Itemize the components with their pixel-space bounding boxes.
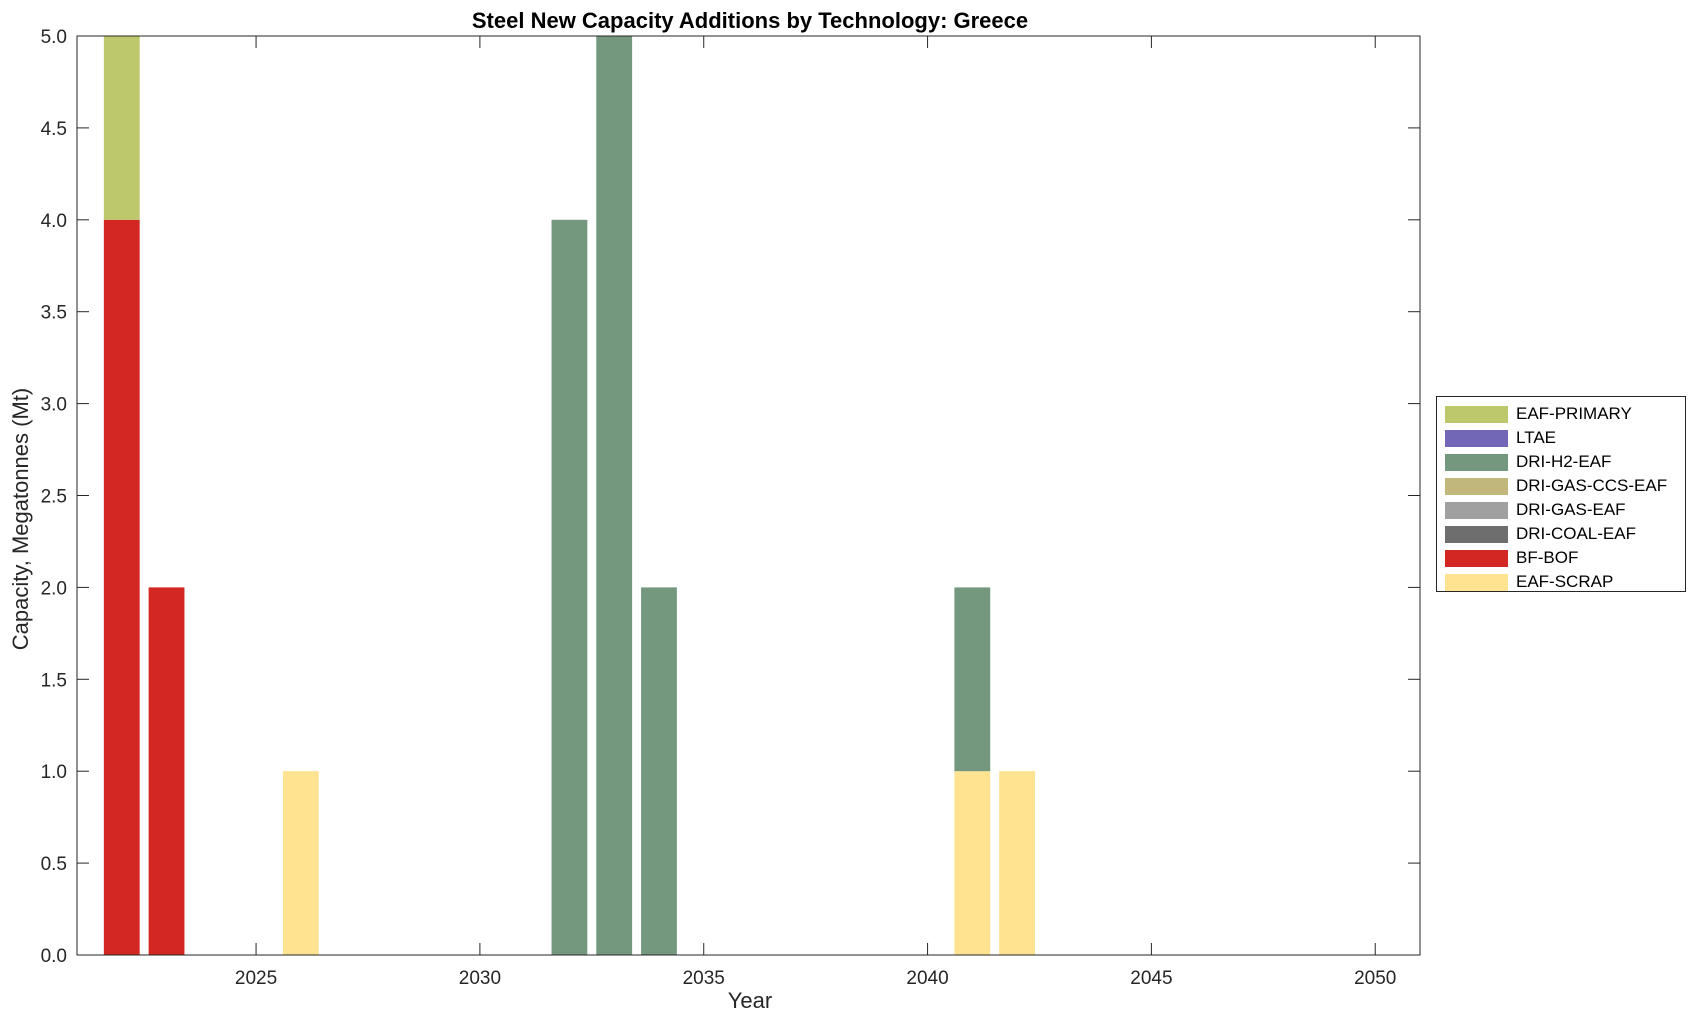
x-axis-label: Year	[727, 988, 773, 1013]
y-tick-label: 1.0	[41, 762, 67, 783]
chart-title: Steel New Capacity Additions by Technolo…	[471, 8, 1029, 33]
y-tick-label: 3.5	[41, 303, 67, 324]
legend-swatch	[1445, 573, 1508, 591]
y-axis-label: Capacity, Megatonnes (Mt)	[8, 387, 33, 651]
legend-label: EAF-PRIMARY	[1516, 404, 1632, 423]
bar-dri-h2-eaf-2032	[551, 219, 588, 956]
legend-swatch	[1445, 549, 1508, 567]
bar-dri-h2-eaf-2034	[641, 587, 677, 955]
legend-label: DRI-H2-EAF	[1516, 452, 1612, 471]
legend-item-eaf-primary: EAF-PRIMARY	[1437, 402, 1685, 426]
x-tick-label: 2035	[683, 968, 725, 989]
bar-dri-h2-eaf-2041	[954, 587, 991, 772]
y-tick-label: 0.5	[41, 854, 67, 875]
y-tick-label: 3.0	[41, 395, 67, 416]
legend-item-eaf-scrap: EAF-SCRAP	[1437, 570, 1685, 594]
bar-eaf-scrap-2042	[999, 771, 1036, 955]
y-tick-label: 2.0	[41, 578, 67, 599]
legend-swatch	[1445, 477, 1508, 495]
legend-label: DRI-GAS-EAF	[1516, 500, 1626, 519]
plot-box	[76, 35, 1421, 956]
legend-label: BF-BOF	[1516, 548, 1579, 567]
axes-layer: 2025 2030 2035 2040 2045 2050 0.0 0.5 1.0 1.5 2.0 2…	[41, 27, 1421, 989]
legend-label: EAF-SCRAP	[1516, 572, 1614, 591]
legend-label: LTAE	[1516, 428, 1556, 447]
y-tick-label: 4.5	[41, 119, 67, 140]
bar-bf-bof-2022	[103, 219, 140, 956]
legend: EAF-PRIMARY LTAE DRI-H2-EAF DRI-GAS-CCS-EAF…	[1436, 396, 1686, 592]
bars-layer	[103, 36, 1036, 956]
y-tick-label: 2.5	[41, 487, 67, 508]
y-tick-label: 1.5	[41, 670, 67, 691]
legend-item-dri-coal-eaf: DRI-COAL-EAF	[1437, 522, 1685, 546]
x-tick-label: 2030	[459, 968, 501, 989]
y-tick-label: 5.0	[41, 27, 67, 48]
legend-swatch	[1445, 453, 1508, 471]
legend-item-dri-gas-eaf: DRI-GAS-EAF	[1437, 498, 1685, 522]
y-tick-label: 4.0	[41, 211, 67, 232]
bar-eaf-scrap-2026	[282, 771, 319, 955]
bar-bf-bof-2023	[148, 587, 185, 955]
bar-eaf-scrap-2041	[954, 771, 991, 955]
legend-item-dri-h2-eaf: DRI-H2-EAF	[1437, 450, 1685, 474]
legend-label: DRI-GAS-CCS-EAF	[1516, 476, 1668, 495]
legend-swatch	[1445, 405, 1508, 423]
legend-swatch	[1445, 429, 1508, 447]
bar-eaf-primary-2022	[103, 36, 140, 220]
x-tick-label: 2040	[906, 968, 948, 989]
legend-item-dri-gas-ccs-eaf: DRI-GAS-CCS-EAF	[1437, 474, 1685, 498]
legend-swatch	[1445, 501, 1508, 519]
bar-dri-h2-eaf-2033	[596, 36, 633, 955]
x-tick-label: 2050	[1354, 968, 1396, 989]
x-tick-label: 2025	[235, 968, 277, 989]
x-tick-label: 2045	[1130, 968, 1172, 989]
legend-swatch	[1445, 525, 1508, 543]
y-tick-label: 0.0	[41, 946, 67, 967]
legend-label: DRI-COAL-EAF	[1516, 524, 1636, 543]
legend-item-ltae: LTAE	[1437, 426, 1685, 450]
legend-item-bf-bof: BF-BOF	[1437, 546, 1685, 570]
